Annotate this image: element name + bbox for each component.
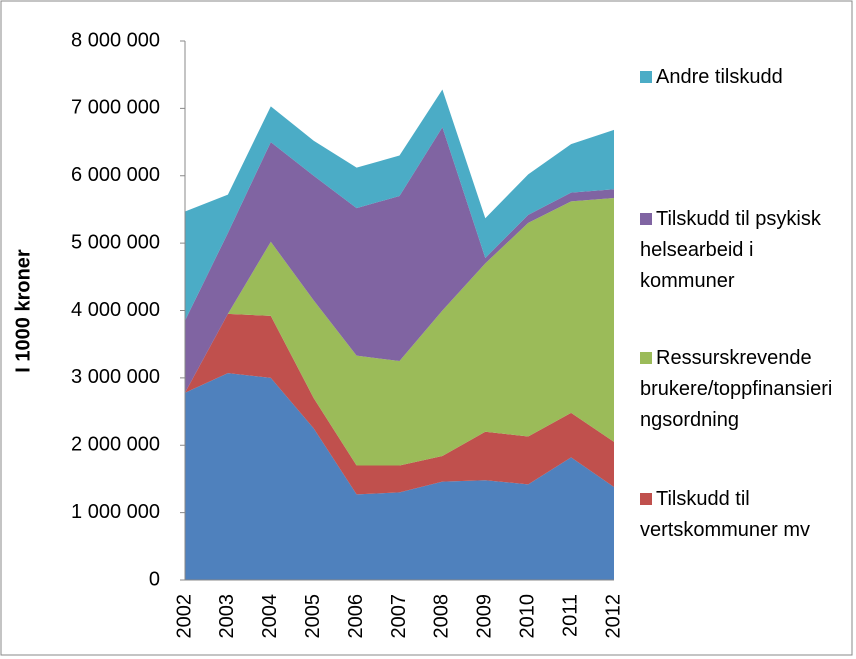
y-tick-label: 2 000 000 [71, 434, 160, 456]
y-tick-label: 0 [149, 568, 160, 590]
x-tick-label: 2008 [431, 594, 453, 639]
legend-entry: Tilskudd til vertskommuner mv [640, 484, 840, 546]
x-tick-label: 2004 [259, 594, 281, 639]
y-tick-label: 5 000 000 [71, 231, 160, 253]
legend-entry: Ressurskrevende brukere/toppfinansiering… [640, 343, 840, 436]
legend-swatch [640, 71, 652, 83]
y-axis-label: I 1000 kroner [12, 249, 34, 373]
y-tick-label: 7 000 000 [71, 97, 160, 119]
area [185, 197, 614, 466]
legend-entry: Tilskudd til psykisk helsearbeid i kommu… [640, 204, 840, 297]
y-tick-label: 4 000 000 [71, 299, 160, 321]
legend-label: Andre tilskudd [656, 66, 783, 88]
x-tick-label: 2010 [516, 594, 538, 639]
x-tick-label: 2009 [474, 594, 496, 639]
x-tick-label: 2011 [559, 594, 581, 637]
legend-swatch [640, 493, 652, 505]
legend-swatch [640, 352, 652, 364]
x-tick-label: 2012 [602, 594, 624, 639]
x-tick-label: 2007 [388, 594, 410, 639]
area [185, 313, 614, 495]
legend-label: Tilskudd til psykisk helsearbeid i kommu… [640, 208, 821, 292]
legend-swatch [640, 213, 652, 225]
area [185, 89, 614, 321]
area [185, 373, 614, 580]
legend-entry: Andre tilskudd [640, 62, 840, 93]
x-tick-label: 2002 [173, 594, 195, 639]
y-tick-label: 3 000 000 [71, 366, 160, 388]
legend-label: Ressurskrevende brukere/toppfinansiering… [640, 347, 833, 431]
y-tick-label: 1 000 000 [71, 501, 160, 523]
y-tick-label: 8 000 000 [71, 29, 160, 51]
legend-label: Tilskudd til vertskommuner mv [640, 488, 811, 541]
x-tick-label: 2003 [216, 594, 238, 639]
x-tick-label: 2005 [302, 594, 324, 639]
x-tick-label: 2006 [345, 594, 367, 639]
area [185, 127, 614, 393]
y-tick-label: 6 000 000 [71, 164, 160, 186]
